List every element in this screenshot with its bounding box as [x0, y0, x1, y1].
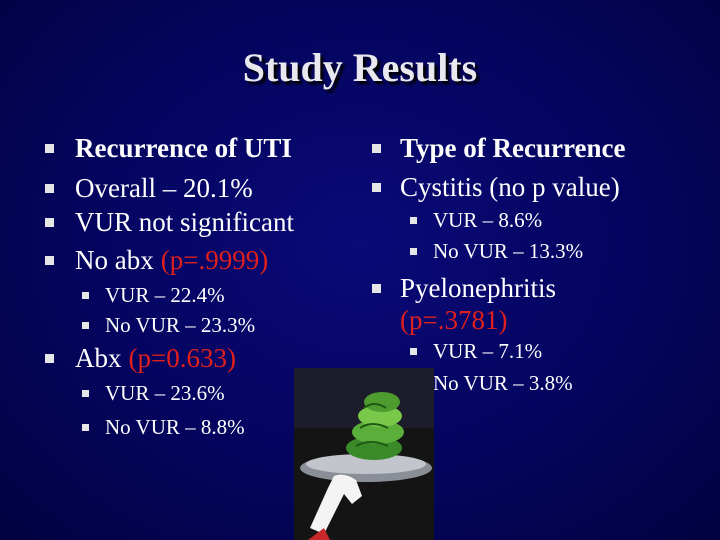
bullet [45, 144, 54, 153]
p-value: (p=.9999) [160, 245, 269, 275]
bullet [45, 256, 54, 265]
sub-bullet [82, 292, 89, 299]
heading: Type of Recurrence [400, 133, 626, 163]
sub-bullet [82, 322, 89, 329]
bullet-text: Overall – 20.1% [75, 173, 253, 203]
bullet [372, 144, 381, 153]
cartoon-image [294, 368, 434, 540]
bullet-line: No abx (p=.9999) [75, 247, 268, 274]
sub-text: No VUR – 3.8% [433, 371, 573, 395]
sub-text: VUR – 8.6% [433, 208, 543, 232]
heading: Recurrence of UTI [75, 133, 292, 163]
bullet [45, 354, 54, 363]
p-value: (p=0.633) [128, 343, 236, 373]
bullet-text: No abx [75, 245, 154, 275]
sub-bullet [410, 348, 417, 355]
bullet [372, 183, 381, 192]
sub-bullet [410, 217, 417, 224]
sub-bullet [82, 390, 89, 397]
sub-text: No VUR – 8.8% [105, 415, 245, 439]
bullet-text: Cystitis (no p value) [400, 172, 620, 202]
bullet-text: VUR not significant [75, 207, 294, 237]
slide-title: Study Results [242, 45, 478, 90]
sub-bullet [410, 248, 417, 255]
bullet [372, 284, 381, 293]
sub-bullet [82, 424, 89, 431]
bullet-text: Abx [75, 343, 122, 373]
sub-text: VUR – 23.6% [105, 381, 225, 405]
sub-text: No VUR – 23.3% [105, 313, 256, 337]
bullet [45, 184, 54, 193]
sub-text: No VUR – 13.3% [433, 239, 584, 263]
p-value: (p=.3781) [400, 305, 508, 335]
sub-text: VUR – 22.4% [105, 283, 225, 307]
bullet-line: Abx (p=0.633) [75, 345, 236, 372]
sub-text: VUR – 7.1% [433, 339, 543, 363]
bullet-text: Pyelonephritis [400, 273, 556, 303]
bullet [45, 218, 54, 227]
